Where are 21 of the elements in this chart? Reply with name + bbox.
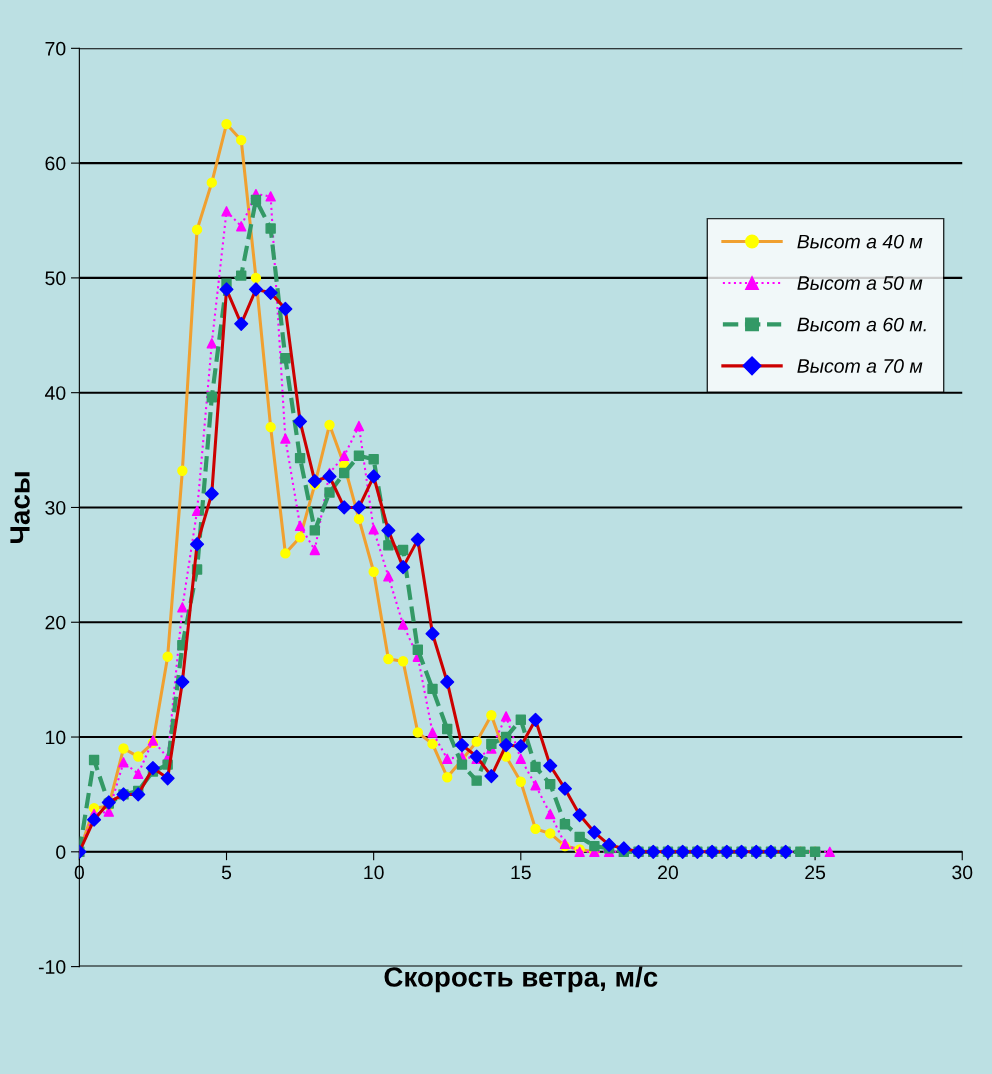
y-tick-label: 20 bbox=[45, 615, 66, 630]
y-tick-label: 70 bbox=[45, 41, 66, 56]
y-tick-label: 10 bbox=[46, 730, 66, 745]
x-axis-title: Скорость ветра, м/с bbox=[384, 966, 658, 993]
legend-label: Высот а 60 м. bbox=[797, 317, 926, 332]
y-tick-label: 0 bbox=[56, 845, 66, 860]
x-tick-label: 30 bbox=[952, 865, 973, 880]
x-tick-label: 20 bbox=[658, 865, 678, 880]
y-tick-label: 50 bbox=[45, 271, 66, 286]
legend-label: Высот а 70 м bbox=[797, 359, 923, 373]
y-tick-label: 60 bbox=[45, 156, 66, 171]
x-tick-label: 15 bbox=[511, 865, 531, 880]
y-tick-label: 40 bbox=[44, 386, 66, 400]
x-tick-label: 25 bbox=[805, 865, 826, 880]
x-tick-label: 10 bbox=[364, 865, 384, 880]
y-tick-label: 30 bbox=[45, 500, 66, 515]
y-tick-label: -10 bbox=[38, 960, 66, 974]
legend-label: Высот а 50 м bbox=[797, 276, 923, 290]
y-axis-title: Часы bbox=[10, 472, 30, 544]
legend-label: Высот а 40 м bbox=[797, 234, 923, 249]
x-tick-label: 5 bbox=[221, 865, 232, 880]
